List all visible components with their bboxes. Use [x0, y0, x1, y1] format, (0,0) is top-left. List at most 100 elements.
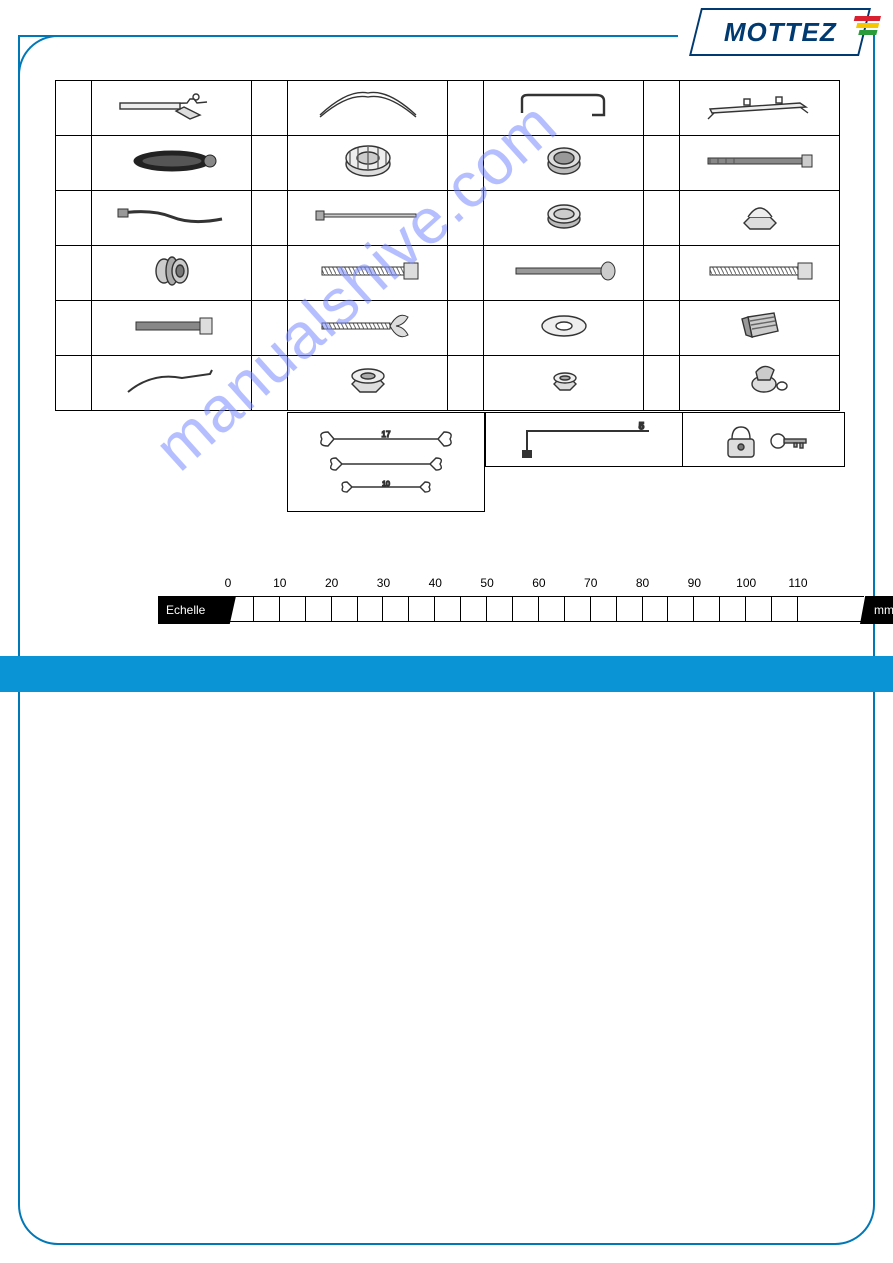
ruler-tick	[643, 597, 669, 621]
wrench-10-icon: 10	[338, 478, 434, 496]
part-label	[448, 136, 484, 191]
part-label	[56, 356, 92, 411]
ruler-tick	[772, 597, 798, 621]
padlock-key-icon	[704, 419, 824, 461]
part-label	[448, 81, 484, 136]
hex-bolt-short-icon	[112, 305, 232, 347]
part-cell	[484, 191, 644, 246]
part-cell	[484, 81, 644, 136]
ruler-number: 30	[377, 576, 390, 590]
curved-bar-icon	[308, 85, 428, 127]
hex-bolt-med-icon	[308, 250, 428, 292]
table-row	[56, 81, 840, 136]
cable-tie-icon	[308, 195, 428, 237]
part-cell	[484, 301, 644, 356]
ruler-number: 10	[273, 576, 286, 590]
padlock-cell	[683, 412, 845, 467]
ruler-number: 70	[584, 576, 597, 590]
part-cell	[92, 191, 252, 246]
part-label	[252, 191, 288, 246]
part-cell	[680, 301, 840, 356]
part-label	[448, 301, 484, 356]
part-cell	[484, 356, 644, 411]
bent-tube-icon	[504, 85, 624, 127]
ruler-number: 90	[688, 576, 701, 590]
allen-key-icon: 5	[509, 419, 659, 461]
ruler-number: 80	[636, 576, 649, 590]
part-label	[644, 81, 680, 136]
washer-icon	[504, 305, 624, 347]
ruler-tick	[668, 597, 694, 621]
parts-table	[55, 80, 840, 411]
knob-handle-icon	[700, 360, 820, 402]
svg-text:10: 10	[382, 481, 390, 488]
part-label	[56, 136, 92, 191]
plug-round-icon	[504, 140, 624, 182]
ruler-tick	[306, 597, 332, 621]
ruler-label-right: mm	[860, 596, 893, 624]
ruler-tick	[461, 597, 487, 621]
wrench-17-icon: 17	[316, 428, 456, 450]
bracket-assembly-icon	[112, 85, 232, 127]
wing-bolt-icon	[308, 305, 428, 347]
part-label	[644, 136, 680, 191]
curved-hose-icon	[112, 195, 232, 237]
ruler-tick	[617, 597, 643, 621]
ruler-tick	[591, 597, 617, 621]
ruler-number: 40	[429, 576, 442, 590]
long-bolt-icon	[700, 140, 820, 182]
brand-name: MOTTEZ	[724, 17, 837, 48]
ruler-tick	[694, 597, 720, 621]
ruler-number: 100	[736, 576, 756, 590]
part-cell	[484, 246, 644, 301]
part-label	[252, 136, 288, 191]
ruler-tick	[513, 597, 539, 621]
carriage-bolt-icon	[504, 250, 624, 292]
ruler-tick	[720, 597, 746, 621]
brand-logo: MOTTEZ	[689, 8, 871, 56]
part-label	[56, 246, 92, 301]
ruler-number: 50	[480, 576, 493, 590]
part-label	[56, 81, 92, 136]
part-label	[56, 301, 92, 356]
part-cell	[288, 301, 448, 356]
ruler-tick	[539, 597, 565, 621]
part-label	[252, 301, 288, 356]
ruler-numbers: 0102030405060708090100110	[228, 576, 864, 596]
ruler-tick	[383, 597, 409, 621]
frame-top-corner	[18, 35, 58, 75]
ruler-number: 110	[788, 576, 807, 590]
rail-bracket-icon	[700, 85, 820, 127]
part-label	[448, 191, 484, 246]
ruler-tick	[435, 597, 461, 621]
ruler-bar: Echelle mm	[228, 596, 864, 622]
ruler-tick	[254, 597, 280, 621]
ruler-number: 60	[532, 576, 545, 590]
wrench-mid-icon	[326, 454, 446, 474]
square-plug-icon	[700, 305, 820, 347]
ruler-tick	[280, 597, 306, 621]
part-label	[644, 246, 680, 301]
plug-flat-icon	[504, 195, 624, 237]
allen-key-cell: 5	[485, 412, 683, 467]
tools-row: 17 10 5	[55, 412, 845, 512]
ruler-number: 0	[225, 576, 232, 590]
logo-stripe-red	[854, 16, 881, 21]
part-label	[56, 191, 92, 246]
part-cell	[92, 136, 252, 191]
ruler-tick	[487, 597, 513, 621]
bushing-icon	[112, 250, 232, 292]
part-label	[252, 356, 288, 411]
logo-stripe-yellow	[856, 23, 879, 28]
hex-nut-large-icon	[308, 360, 428, 402]
ruler-tick	[565, 597, 591, 621]
part-cell	[92, 356, 252, 411]
dome-nut-icon	[700, 195, 820, 237]
part-label	[644, 356, 680, 411]
part-label	[644, 301, 680, 356]
table-row	[56, 246, 840, 301]
part-cell	[288, 356, 448, 411]
ruler-tick	[409, 597, 435, 621]
strap-buckle-icon	[112, 140, 232, 182]
hex-nut-small-icon	[504, 360, 624, 402]
